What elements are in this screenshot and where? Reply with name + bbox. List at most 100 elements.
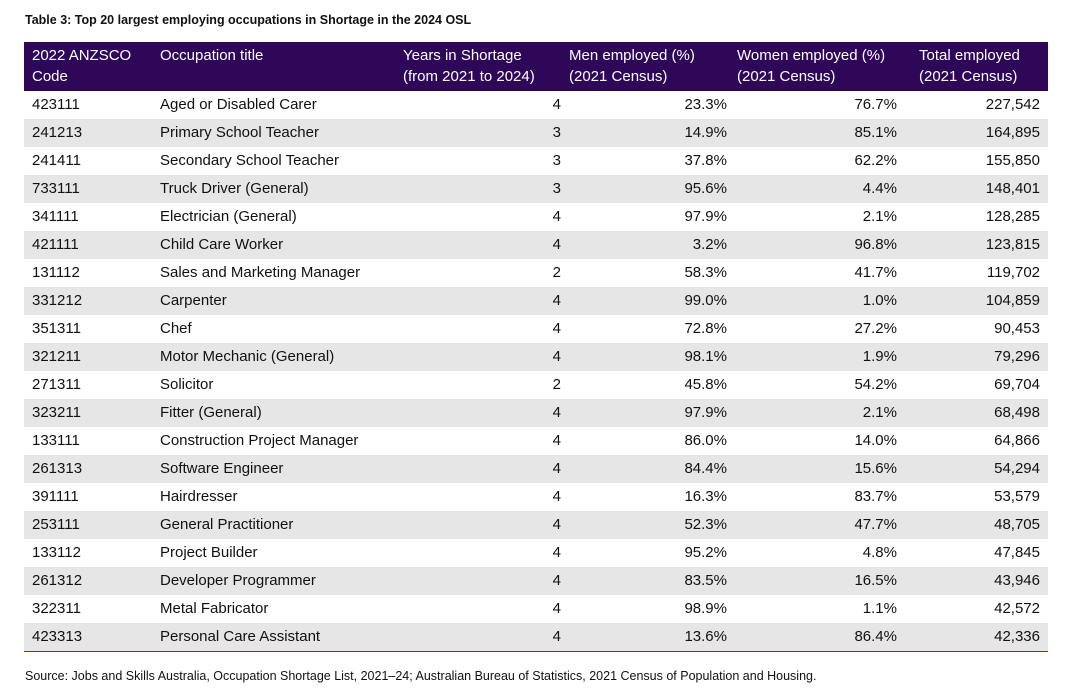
header-women-employed: Women employed (%) (2021 Census) xyxy=(737,42,919,91)
header-line: Women employed (%) xyxy=(737,47,886,64)
cell-code: 733111 xyxy=(24,175,160,203)
cell-years-in-shortage: 4 xyxy=(403,511,569,539)
cell-men-employed: 97.9% xyxy=(684,208,727,225)
cell-years-in-shortage: 4 xyxy=(552,320,561,337)
header-line: 2022 ANZSCO xyxy=(32,47,132,64)
cell-code: 391111 xyxy=(32,488,79,505)
cell-years-in-shortage: 4 xyxy=(552,600,561,617)
cell-code: 331212 xyxy=(24,287,160,315)
cell-occupation-title: Chef xyxy=(160,320,192,337)
cell-occupation-title: General Practitioner xyxy=(160,511,403,539)
cell-women-employed: 47.7% xyxy=(737,511,919,539)
header-code: 2022 ANZSCO Code xyxy=(24,42,160,91)
cell-occupation-title: Personal Care Assistant xyxy=(160,623,403,652)
cell-code: 271311 xyxy=(32,376,81,393)
table-row: 261312 Developer Programmer 4 83.5% 16.5% 43,… xyxy=(24,567,1048,595)
occupations-table: 2022 ANZSCO Code Occupation title Years in … xyxy=(24,42,1048,652)
cell-men-employed: 98.1% xyxy=(569,343,737,371)
cell-occupation-title: Child Care Worker xyxy=(160,231,403,259)
cell-code: 253111 xyxy=(24,511,160,539)
header-line: (2021 Census) xyxy=(569,68,668,85)
cell-women-employed: 83.7% xyxy=(854,488,897,505)
cell-men-employed: 37.8% xyxy=(684,152,727,169)
cell-years-in-shortage: 3 xyxy=(403,175,569,203)
cell-years-in-shortage: 4 xyxy=(552,544,561,561)
cell-occupation-title: Software Engineer xyxy=(160,455,403,483)
cell-code: 133112 xyxy=(32,544,81,561)
cell-total-employed: 48,705 xyxy=(919,511,1048,539)
cell-total-employed: 155,850 xyxy=(985,152,1040,169)
cell-women-employed: 1.9% xyxy=(737,343,919,371)
cell-occupation-title: Construction Project Manager xyxy=(160,432,359,449)
table-row: 261313 Software Engineer 4 84.4% 15.6% 54,294 xyxy=(24,455,1048,483)
table-title: Table 3: Top 20 largest employing occupa… xyxy=(25,13,472,27)
cell-women-employed: 86.4% xyxy=(737,623,919,652)
table-row: 241411 Secondary School Teacher 3 37.8% 62.2… xyxy=(24,147,1048,175)
cell-women-employed: 1.0% xyxy=(737,287,919,315)
cell-men-employed: 58.3% xyxy=(684,264,727,281)
cell-total-employed: 119,702 xyxy=(986,264,1040,281)
cell-total-employed: 68,498 xyxy=(919,399,1048,427)
table-row: 131112 Sales and Marketing Manager 2 58.3% 4… xyxy=(24,259,1048,287)
cell-years-in-shortage: 4 xyxy=(403,231,569,259)
cell-code: 261312 xyxy=(24,567,160,595)
cell-total-employed: 42,572 xyxy=(994,600,1040,617)
cell-women-employed: 15.6% xyxy=(737,455,919,483)
cell-total-employed: 54,294 xyxy=(919,455,1048,483)
cell-occupation-title: Carpenter xyxy=(160,287,403,315)
cell-women-employed: 41.7% xyxy=(854,264,897,281)
cell-men-employed: 52.3% xyxy=(569,511,737,539)
cell-occupation-title: Aged or Disabled Carer xyxy=(160,96,317,113)
cell-occupation-title: Metal Fabricator xyxy=(160,600,269,617)
cell-men-employed: 3.2% xyxy=(569,231,737,259)
cell-women-employed: 85.1% xyxy=(737,119,919,147)
cell-total-employed: 43,946 xyxy=(919,567,1048,595)
cell-women-employed: 4.8% xyxy=(862,544,897,561)
cell-code: 423111 xyxy=(32,96,80,113)
cell-total-employed: 90,453 xyxy=(994,320,1040,337)
header-line: Men employed (%) xyxy=(569,47,695,64)
cell-occupation-title: Developer Programmer xyxy=(160,567,403,595)
header-line: (2021 Census) xyxy=(737,68,836,85)
table-row: 321211 Motor Mechanic (General) 4 98.1% 1.9%… xyxy=(24,343,1048,371)
table-row: 391111 Hairdresser 4 16.3% 83.7% 53,579 xyxy=(24,483,1048,511)
cell-occupation-title: Fitter (General) xyxy=(160,399,403,427)
cell-occupation-title: Secondary School Teacher xyxy=(160,152,340,169)
cell-men-employed: 95.6% xyxy=(569,175,737,203)
cell-occupation-title: Hairdresser xyxy=(160,488,238,505)
table-row: 341111 Electrician (General) 4 97.9% 2.1% 128… xyxy=(24,203,1048,231)
table-row: 253111 General Practitioner 4 52.3% 47.7% 48,… xyxy=(24,511,1048,539)
header-men-employed: Men employed (%) (2021 Census) xyxy=(569,42,737,91)
cell-total-employed: 227,542 xyxy=(985,96,1040,113)
cell-women-employed: 14.0% xyxy=(854,432,897,449)
cell-women-employed: 27.2% xyxy=(854,320,897,337)
cell-code: 131112 xyxy=(32,264,80,281)
table-row: 423111 Aged or Disabled Carer 4 23.3% 76.7% 2… xyxy=(24,91,1048,119)
cell-men-employed: 14.9% xyxy=(569,119,737,147)
header-line: Occupation title xyxy=(160,47,264,64)
header-total-employed: Total employed (2021 Census) xyxy=(919,42,1048,91)
cell-women-employed: 4.4% xyxy=(737,175,919,203)
cell-total-employed: 79,296 xyxy=(919,343,1048,371)
cell-women-employed: 96.8% xyxy=(737,231,919,259)
cell-women-employed: 54.2% xyxy=(854,376,897,393)
cell-men-employed: 45.8% xyxy=(684,376,727,393)
cell-years-in-shortage: 2 xyxy=(552,376,561,393)
cell-years-in-shortage: 4 xyxy=(403,567,569,595)
cell-code: 241213 xyxy=(24,119,160,147)
cell-men-employed: 13.6% xyxy=(569,623,737,652)
cell-women-employed: 16.5% xyxy=(737,567,919,595)
table-row: 423313 Personal Care Assistant 4 13.6% 86.4%… xyxy=(24,623,1048,652)
cell-occupation-title: Project Builder xyxy=(160,544,258,561)
cell-code: 261313 xyxy=(24,455,160,483)
cell-total-employed: 53,579 xyxy=(994,488,1040,505)
cell-years-in-shortage: 3 xyxy=(403,119,569,147)
cell-total-employed: 42,336 xyxy=(919,623,1048,652)
cell-years-in-shortage: 4 xyxy=(403,343,569,371)
cell-years-in-shortage: 4 xyxy=(552,208,561,225)
cell-occupation-title: Solicitor xyxy=(160,376,214,393)
table-row: 133111 Construction Project Manager 4 86.0%… xyxy=(24,427,1048,455)
header-line: Total employed xyxy=(919,47,1020,64)
cell-men-employed: 97.9% xyxy=(569,399,737,427)
cell-men-employed: 95.2% xyxy=(684,544,727,561)
